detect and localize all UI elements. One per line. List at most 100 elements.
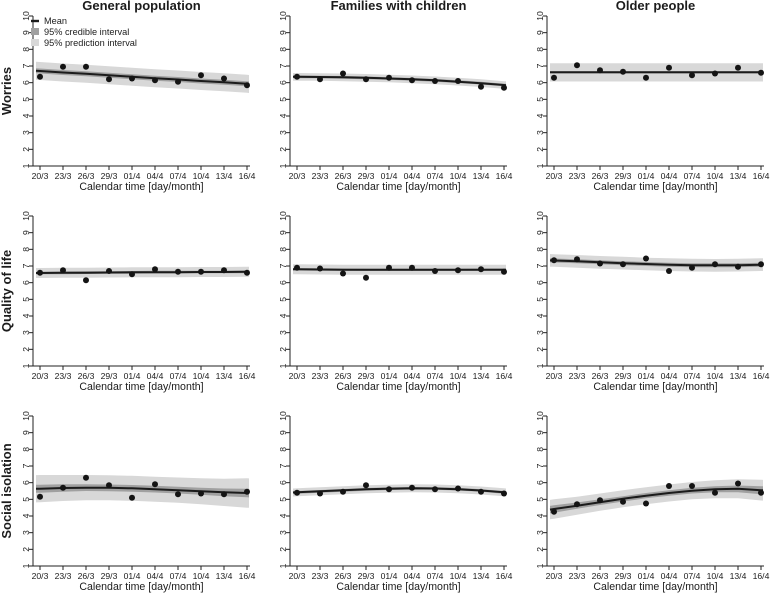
- x-axis-title: Calendar time [day/month]: [593, 381, 717, 393]
- x-tick-label: 01/4: [638, 571, 655, 581]
- chart-svg: 1 2 3 4 5 6 7 8 9 10 20/3 23/3 26/3 29/3 01/4 04/4 07/4 1…: [278, 0, 513, 193]
- data-point: [689, 264, 695, 271]
- data-point: [386, 486, 392, 493]
- y-tick-label: 5: [535, 297, 545, 302]
- y-tick-label: 8: [278, 247, 288, 252]
- data-point: [501, 84, 507, 91]
- data-point: [363, 482, 369, 489]
- data-point: [551, 508, 557, 515]
- y-tick-label: 1: [535, 363, 545, 368]
- data-point: [83, 474, 89, 481]
- chart-svg: 1 2 3 4 5 6 7 8 9 10 20/3 23/3 26/3 29/3 01/4 04/4 07/4 1…: [278, 411, 513, 593]
- x-tick-label: 23/3: [569, 171, 586, 181]
- row-title: Worries: [0, 67, 14, 115]
- data-point: [106, 482, 112, 489]
- chart-svg: 1 2 3 4 5 6 7 8 9 10 20/3 23/3 26/3 29/3 01/4 04/4 07/4 1…: [0, 411, 256, 593]
- column-title: General population: [82, 0, 201, 13]
- data-point: [712, 489, 718, 496]
- x-tick-label: 10/4: [707, 571, 724, 581]
- data-point: [620, 261, 626, 268]
- y-tick-label: 4: [278, 113, 288, 118]
- y-tick-label: 6: [535, 480, 545, 485]
- x-tick-label: 20/3: [289, 171, 306, 181]
- data-point: [735, 480, 741, 487]
- y-tick-label: 4: [21, 513, 31, 518]
- data-point: [455, 485, 461, 492]
- chart-svg: 1 2 3 4 5 6 7 8 9 10 20/3 23/3 26/3 29/3 01/4 04/4 07/4 1…: [535, 211, 770, 393]
- x-tick-label: 20/3: [32, 171, 49, 181]
- panel-quality-of-life-families-with-children: 1 2 3 4 5 6 7 8 9 10 20/3 23/3 26/3 29/3 01/4 04/4 07/4 1…: [257, 200, 513, 400]
- data-point: [106, 76, 112, 83]
- x-tick-label: 29/3: [358, 371, 375, 381]
- y-tick-label: 8: [278, 47, 288, 52]
- data-point: [198, 490, 204, 497]
- y-tick-label: 1: [21, 363, 31, 368]
- x-tick-label: 13/4: [216, 171, 233, 181]
- data-point: [363, 76, 369, 83]
- y-tick-label: 2: [278, 147, 288, 152]
- y-tick-label: 7: [21, 263, 31, 268]
- legend-mean-label: Mean: [44, 16, 67, 26]
- data-point: [574, 501, 580, 508]
- y-tick-label: 6: [21, 480, 31, 485]
- x-tick-label: 07/4: [684, 371, 701, 381]
- y-tick-label: 9: [535, 30, 545, 35]
- x-tick-label: 20/3: [32, 371, 49, 381]
- data-point: [198, 72, 204, 79]
- y-tick-label: 10: [278, 11, 288, 21]
- y-tick-label: 5: [278, 97, 288, 102]
- data-point: [643, 74, 649, 81]
- x-tick-label: 07/4: [684, 171, 701, 181]
- y-tick-label: 1: [278, 363, 288, 368]
- data-point: [712, 261, 718, 268]
- data-point: [432, 268, 438, 274]
- y-tick-label: 10: [535, 211, 545, 221]
- y-tick-label: 3: [535, 530, 545, 535]
- y-tick-label: 6: [21, 80, 31, 85]
- data-point: [574, 256, 580, 263]
- prediction-interval-band: [293, 73, 506, 89]
- x-tick-label: 01/4: [124, 371, 141, 381]
- y-tick-label: 2: [21, 147, 31, 152]
- x-tick-label: 04/4: [661, 171, 678, 181]
- y-tick-label: 10: [21, 411, 31, 421]
- y-tick-label: 5: [278, 297, 288, 302]
- x-tick-label: 01/4: [124, 171, 141, 181]
- x-tick-label: 20/3: [289, 371, 306, 381]
- x-tick-label: 29/3: [358, 171, 375, 181]
- x-tick-label: 29/3: [615, 171, 632, 181]
- y-tick-label: 6: [278, 480, 288, 485]
- data-point: [735, 263, 741, 270]
- panel-quality-of-life-general-population: 1 2 3 4 5 6 7 8 9 10 20/3 23/3 26/3 29/3 01/4 04/4 07/4 1…: [0, 200, 256, 400]
- data-point: [60, 63, 66, 70]
- data-point: [501, 490, 507, 497]
- x-tick-label: 16/4: [239, 571, 256, 581]
- data-point: [386, 74, 392, 81]
- y-tick-label: 4: [535, 513, 545, 518]
- data-point: [478, 266, 484, 273]
- y-tick-label: 4: [21, 313, 31, 318]
- data-point: [244, 488, 250, 495]
- data-point: [340, 488, 346, 495]
- y-tick-label: 8: [535, 47, 545, 52]
- y-tick-label: 1: [535, 563, 545, 568]
- data-point: [478, 83, 484, 90]
- x-tick-label: 26/3: [78, 571, 95, 581]
- y-tick-label: 8: [21, 247, 31, 252]
- legend-prediction-swatch: [31, 39, 39, 46]
- y-tick-label: 6: [535, 280, 545, 285]
- column-title: Older people: [616, 0, 695, 13]
- data-point: [317, 76, 323, 83]
- x-tick-label: 07/4: [170, 371, 187, 381]
- data-point: [129, 75, 135, 82]
- y-tick-label: 7: [535, 63, 545, 68]
- y-tick-label: 9: [278, 30, 288, 35]
- y-tick-label: 10: [278, 211, 288, 221]
- x-tick-label: 20/3: [546, 371, 563, 381]
- x-tick-label: 26/3: [592, 571, 609, 581]
- data-point: [152, 77, 158, 84]
- data-point: [620, 68, 626, 75]
- data-point: [129, 494, 135, 501]
- data-point: [175, 78, 181, 85]
